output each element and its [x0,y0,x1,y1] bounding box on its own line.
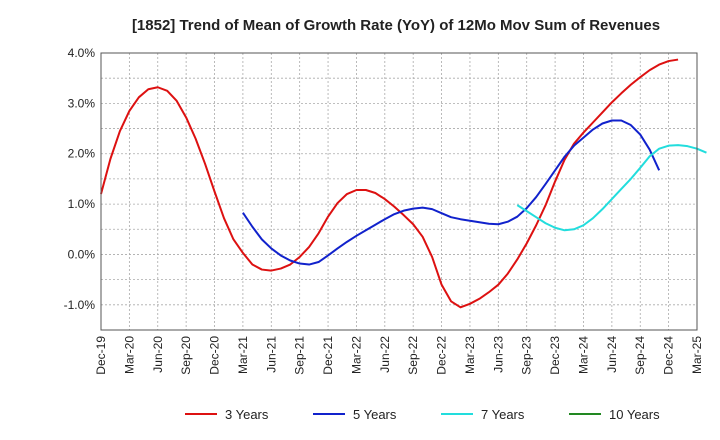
y-tick-label: -1.0% [64,298,96,312]
x-tick-label: Jun-20 [151,336,165,373]
chart-title: [1852] Trend of Mean of Growth Rate (YoY… [132,17,660,34]
x-tick-label: Mar-21 [236,336,250,374]
x-tick-label: Mar-25 [690,336,704,374]
x-tick-label: Sep-22 [406,336,420,375]
legend-label: 7 Years [481,407,525,422]
x-tick-label: Dec-24 [662,336,676,375]
x-tick-label: Sep-23 [520,336,534,375]
x-tick-label: Mar-20 [122,336,136,374]
legend: 3 Years 5 Years 7 Years 10 Years [185,407,660,422]
x-tick-label: Jun-23 [491,336,505,373]
x-tick-label: Jun-21 [264,336,278,373]
x-tick-labels: Dec-19 Mar-20 Jun-20 Sep-20 Dec-20 Mar-21 Jun-… [94,336,704,375]
y-tick-label: 1.0% [68,197,96,211]
y-tick-label: 4.0% [68,46,96,60]
y-tick-label: 3.0% [68,96,96,110]
x-tick-label: Mar-23 [463,336,477,374]
series-line-3-years [100,58,679,309]
x-tick-label: Jun-22 [378,336,392,373]
x-tick-label: Mar-24 [576,336,590,374]
x-tick-label: Mar-22 [349,336,363,374]
legend-label: 10 Years [609,407,660,422]
y-tick-labels: 4.0% 3.0% 2.0% 1.0% 0.0% -1.0% [64,46,96,312]
legend-label: 5 Years [353,407,397,422]
x-tick-label: Dec-23 [548,336,562,375]
x-tick-label: Dec-20 [208,336,222,375]
x-tick-label: Sep-24 [633,336,647,375]
legend-label: 3 Years [225,407,269,422]
plot-frame [100,52,698,331]
series-lines [100,58,707,309]
x-tick-label: Sep-20 [179,336,193,375]
series-line-7-years [516,144,707,232]
x-tick-label: Sep-21 [293,336,307,375]
x-tick-label: Dec-22 [435,336,449,375]
grid-lines [100,52,698,331]
x-tick-label: Dec-19 [94,336,108,375]
x-tick-label: Dec-21 [321,336,335,375]
y-tick-label: 2.0% [68,147,96,161]
y-tick-label: 0.0% [68,247,96,261]
series-line-5-years [242,119,661,266]
x-tick-label: Jun-24 [605,336,619,373]
